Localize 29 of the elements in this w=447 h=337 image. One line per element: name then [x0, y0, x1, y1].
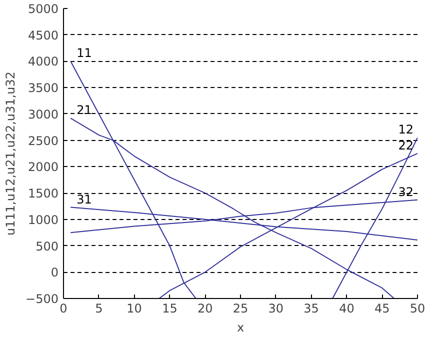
- y-tick-label: −500: [26, 292, 59, 306]
- y-tick-label: 2000: [28, 160, 59, 174]
- x-tick-label: 5: [95, 302, 103, 316]
- x-tick-label: 15: [162, 302, 178, 316]
- y-tick-label: 3500: [28, 81, 59, 96]
- x-tick-label: 40: [339, 302, 354, 316]
- y-tick-label: 1000: [28, 212, 59, 227]
- x-tick-label: 30: [268, 302, 284, 316]
- series-label: 12: [398, 122, 414, 137]
- series-label: 11: [76, 46, 92, 60]
- y-tick-label: 500: [36, 239, 58, 254]
- y-tick-label: 4500: [28, 28, 59, 42]
- y-tick-label: 0: [50, 266, 59, 280]
- y-tick-label: 5000: [28, 2, 59, 16]
- y-axis-title: u111,u12,u21,u22,u31,u32: [4, 72, 18, 236]
- y-tick-label: 4000: [28, 54, 59, 69]
- y-tick-label: 2500: [28, 134, 59, 148]
- x-axis-title: x: [236, 320, 244, 334]
- x-tick-label: 10: [126, 302, 142, 316]
- series-label: 31: [76, 192, 92, 206]
- x-tick-label: 50: [410, 302, 426, 316]
- y-tick-label: 3000: [28, 107, 59, 122]
- y-tick-label: 1500: [28, 186, 59, 201]
- x-tick-label: 45: [374, 302, 390, 316]
- x-tick-label: 25: [232, 302, 248, 316]
- x-tick-label: 0: [60, 302, 68, 316]
- x-tick-label: 20: [197, 302, 213, 316]
- series-label: 32: [398, 184, 414, 199]
- x-tick-label: 35: [304, 302, 319, 316]
